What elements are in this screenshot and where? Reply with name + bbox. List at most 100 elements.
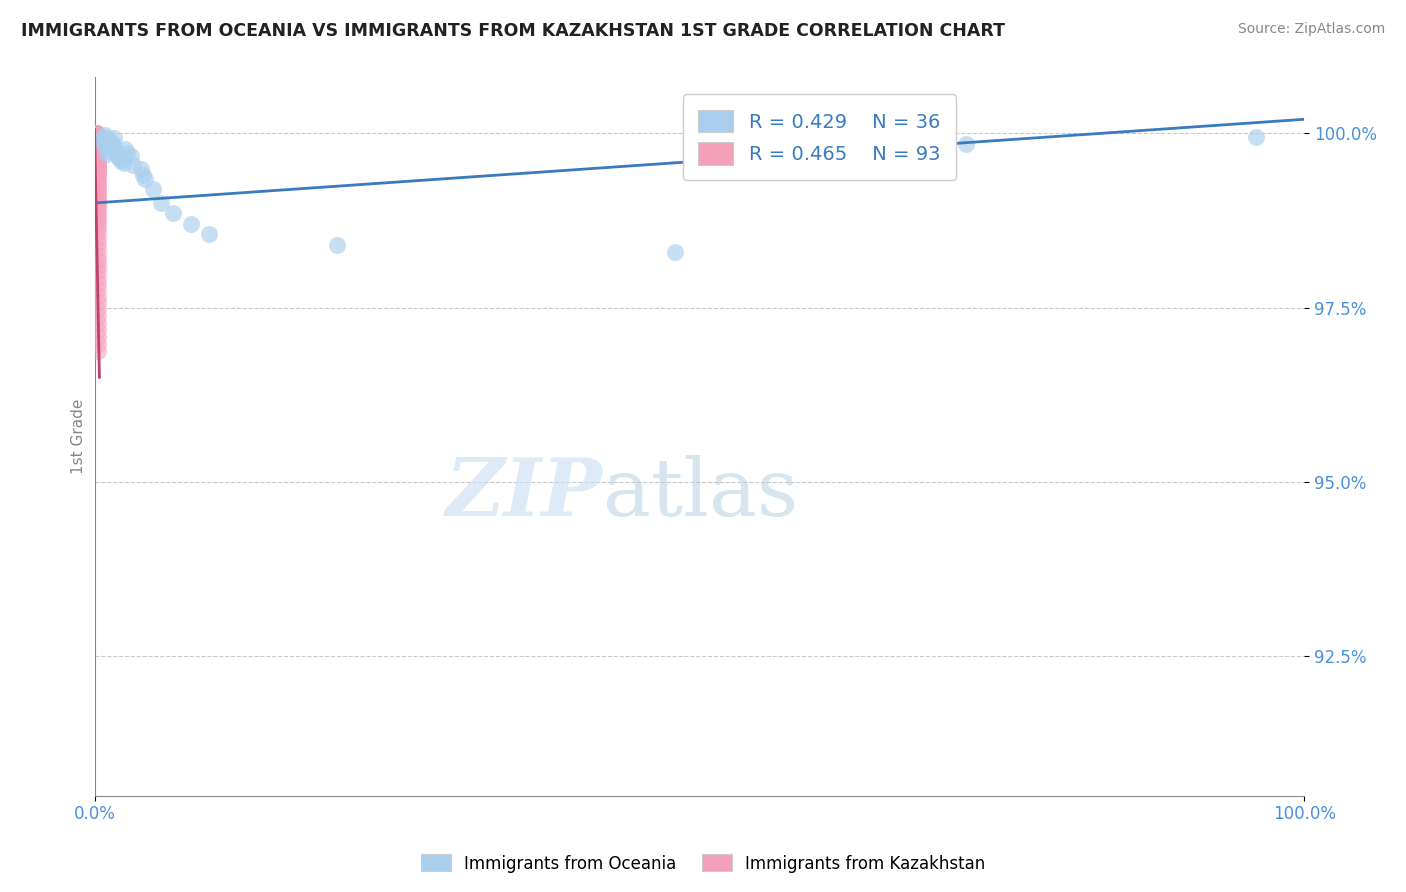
- Point: [86, 137, 108, 152]
- Point: [87, 175, 110, 189]
- Point: [93, 136, 115, 151]
- Point: [84, 128, 107, 142]
- Point: [87, 154, 110, 169]
- Point: [86, 148, 108, 162]
- Point: [87, 301, 110, 316]
- Point: [86, 145, 108, 160]
- Point: [84, 128, 107, 143]
- Point: [180, 217, 202, 231]
- Point: [107, 148, 129, 162]
- Point: [87, 309, 110, 323]
- Point: [90, 133, 112, 147]
- Point: [87, 276, 110, 290]
- Point: [87, 180, 110, 194]
- Point: [96, 144, 118, 158]
- Point: [91, 135, 114, 149]
- Point: [86, 128, 108, 143]
- Point: [87, 206, 110, 220]
- Point: [114, 142, 136, 156]
- Point: [86, 130, 108, 145]
- Point: [86, 129, 108, 144]
- Point: [86, 136, 108, 151]
- Point: [112, 155, 135, 169]
- Point: [84, 126, 107, 140]
- Point: [84, 126, 107, 140]
- Point: [87, 192, 110, 206]
- Point: [84, 126, 107, 140]
- Point: [87, 164, 110, 178]
- Point: [87, 282, 110, 296]
- Point: [122, 158, 145, 172]
- Point: [87, 157, 110, 171]
- Point: [84, 126, 107, 140]
- Point: [115, 145, 138, 160]
- Point: [86, 150, 108, 164]
- Point: [150, 196, 173, 211]
- Point: [101, 137, 124, 152]
- Point: [87, 225, 110, 239]
- Y-axis label: 1st Grade: 1st Grade: [72, 399, 86, 475]
- Point: [87, 316, 110, 330]
- Point: [86, 132, 108, 146]
- Point: [87, 213, 110, 227]
- Point: [84, 126, 107, 140]
- Point: [86, 147, 108, 161]
- Point: [664, 244, 686, 259]
- Point: [87, 247, 110, 261]
- Point: [86, 142, 108, 156]
- Point: [86, 138, 108, 153]
- Point: [129, 162, 152, 177]
- Point: [97, 132, 120, 146]
- Point: [98, 135, 121, 149]
- Point: [107, 151, 129, 165]
- Point: [87, 178, 110, 192]
- Point: [86, 133, 108, 147]
- Point: [87, 330, 110, 344]
- Point: [1244, 129, 1267, 144]
- Point: [87, 160, 110, 174]
- Point: [325, 237, 347, 252]
- Point: [87, 253, 110, 268]
- Point: [87, 242, 110, 256]
- Text: ZIP: ZIP: [446, 455, 603, 533]
- Point: [87, 162, 110, 177]
- Legend: R = 0.429    N = 36, R = 0.465    N = 93: R = 0.429 N = 36, R = 0.465 N = 93: [683, 95, 956, 180]
- Point: [87, 167, 110, 181]
- Point: [87, 169, 110, 184]
- Point: [87, 221, 110, 235]
- Point: [84, 128, 107, 143]
- Point: [84, 126, 107, 140]
- Point: [103, 131, 125, 145]
- Point: [87, 259, 110, 273]
- Point: [96, 147, 118, 161]
- Point: [93, 129, 115, 144]
- Point: [87, 217, 110, 231]
- Point: [142, 182, 165, 196]
- Point: [87, 210, 110, 224]
- Point: [86, 140, 108, 154]
- Point: [86, 152, 108, 166]
- Point: [105, 147, 128, 161]
- Point: [87, 194, 110, 209]
- Point: [84, 128, 107, 143]
- Point: [87, 231, 110, 245]
- Point: [87, 202, 110, 217]
- Point: [87, 336, 110, 351]
- Point: [87, 158, 110, 172]
- Point: [162, 206, 184, 220]
- Legend: Immigrants from Oceania, Immigrants from Kazakhstan: Immigrants from Oceania, Immigrants from…: [415, 847, 991, 880]
- Point: [86, 131, 108, 145]
- Point: [86, 133, 108, 147]
- Point: [84, 128, 107, 142]
- Point: [132, 168, 155, 182]
- Point: [84, 128, 107, 142]
- Point: [86, 136, 108, 150]
- Point: [87, 189, 110, 203]
- Point: [100, 136, 122, 150]
- Point: [86, 145, 108, 159]
- Point: [84, 126, 107, 140]
- Point: [87, 323, 110, 337]
- Point: [87, 200, 110, 214]
- Point: [87, 236, 110, 251]
- Point: [120, 148, 142, 162]
